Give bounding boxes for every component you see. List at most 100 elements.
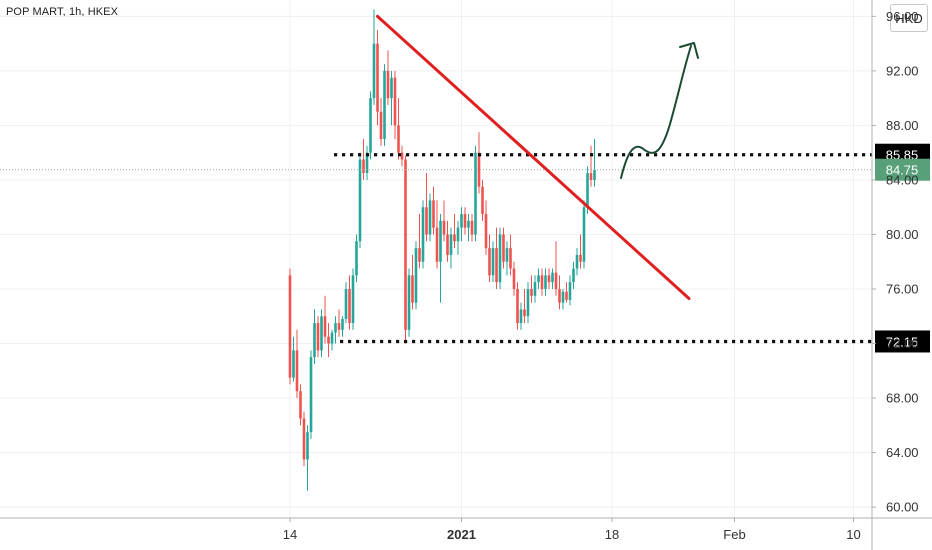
y-tick-label: 72.00 (886, 336, 919, 351)
candle (477, 132, 481, 194)
candle (397, 98, 400, 160)
y-tick-label: 76.00 (886, 281, 919, 296)
candle (292, 336, 295, 382)
candle (432, 186, 435, 235)
candle (502, 227, 505, 269)
candle (323, 295, 327, 344)
candle (537, 268, 540, 289)
candle (526, 282, 530, 324)
candle (302, 411, 306, 467)
y-tick-label: 88.00 (886, 118, 919, 133)
candle (411, 254, 414, 310)
candle (400, 145, 404, 167)
candle (456, 220, 460, 255)
y-tick-label: 64.00 (886, 445, 919, 460)
candle (449, 227, 453, 269)
y-tick-label: 96.00 (886, 9, 919, 24)
candle (589, 145, 593, 187)
candle (348, 275, 351, 330)
candle (428, 193, 432, 242)
candle (334, 316, 337, 344)
candle (572, 261, 575, 289)
y-tick-label: 92.00 (886, 63, 919, 78)
chart-title: POP MART, 1h, HKEX (6, 6, 119, 18)
candle (495, 227, 498, 289)
candle (344, 282, 348, 324)
candle (498, 227, 502, 289)
candle (593, 139, 596, 187)
level-label: 72.15 (875, 330, 930, 353)
candle (421, 200, 425, 269)
candle (446, 220, 449, 262)
x-tick-label: 18 (605, 527, 619, 542)
candle (358, 152, 362, 249)
candle (453, 214, 456, 249)
candle (393, 70, 397, 140)
candle (523, 288, 526, 324)
candle (316, 316, 320, 358)
candle (383, 64, 386, 146)
candle (516, 282, 519, 330)
candle (491, 241, 495, 283)
candle (341, 316, 344, 337)
grid-lines (0, 0, 872, 518)
candle (288, 268, 292, 385)
candle (488, 234, 491, 283)
candle (575, 248, 579, 276)
candle (407, 268, 411, 337)
candle (505, 241, 509, 276)
candle (414, 241, 418, 310)
candle (509, 234, 512, 276)
candle (547, 268, 551, 289)
candle (554, 241, 558, 296)
candle (327, 323, 330, 358)
arrowhead-icon (679, 42, 699, 59)
candle (474, 145, 477, 242)
candle (386, 50, 390, 105)
candle (579, 234, 582, 269)
candle (390, 70, 393, 126)
candle (320, 309, 323, 358)
candle (351, 268, 355, 330)
candle (582, 200, 586, 269)
candle (561, 288, 565, 310)
candle (565, 282, 568, 303)
candle (362, 139, 365, 180)
candle (337, 309, 341, 337)
candle (568, 275, 572, 306)
candle (365, 145, 369, 180)
y-tick-label: 60.00 (886, 500, 919, 515)
x-tick-label: 10 (846, 527, 860, 542)
candles (288, 9, 596, 491)
svg-text:72.15: 72.15 (886, 334, 919, 349)
projection-arrow (620, 42, 699, 179)
candle (313, 309, 316, 364)
candle (540, 268, 544, 296)
candle (435, 200, 439, 269)
candle (379, 98, 383, 146)
projection-curve (620, 45, 692, 179)
candle (463, 207, 467, 235)
candle (470, 214, 474, 242)
candle (372, 9, 376, 105)
candle (467, 214, 470, 242)
currency-button[interactable]: HKD (890, 4, 928, 32)
last-price-label: 84.75 (875, 158, 930, 181)
candle (330, 329, 334, 351)
candle (295, 329, 299, 399)
candle (376, 29, 379, 126)
x-tick-label: 14 (283, 527, 297, 542)
y-tick-label: 68.00 (886, 391, 919, 406)
candle (306, 425, 309, 491)
x-tick-label: 2021 (447, 527, 476, 542)
candle (309, 350, 313, 439)
candle (442, 200, 446, 242)
candle (439, 214, 442, 303)
candle (551, 268, 554, 289)
svg-text:84.75: 84.75 (886, 163, 919, 178)
candle (481, 179, 484, 221)
candle (533, 275, 537, 303)
candle (460, 207, 463, 242)
